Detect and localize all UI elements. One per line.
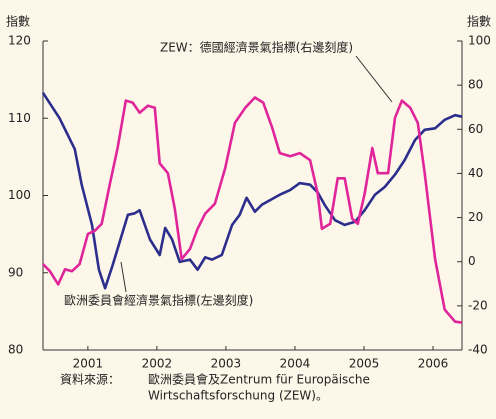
line-series: [42, 96, 463, 324]
x-tick-label: 2002: [142, 357, 173, 371]
source-text: 歐洲委員會及Zentrum für Europäische: [148, 372, 370, 387]
y-tick-label: 100: [8, 188, 31, 202]
y-tick-label: 110: [8, 111, 31, 125]
y-tick-label: 120: [8, 34, 31, 48]
y2-tick-label: -40: [468, 343, 488, 357]
x-tick-label: 2004: [280, 357, 311, 371]
source-label: 資料來源：: [60, 373, 120, 387]
source-text: Wirtschaftsforschung (ZEW)。: [148, 389, 328, 403]
x-tick-label: 2003: [211, 357, 242, 371]
y-axis-label: 指數: [6, 14, 30, 29]
line-series: [41, 92, 463, 290]
y2-tick-label: 80: [468, 78, 483, 92]
y2-axis-label: 指數: [467, 14, 491, 29]
y2-tick-label: -20: [468, 298, 488, 312]
x-tick-label: 2001: [73, 357, 104, 371]
y-tick-label: 80: [8, 343, 23, 357]
x-tick-label: 2006: [418, 357, 449, 371]
annotation: ZEW：德國經濟景氣指標(右邊刻度): [160, 40, 353, 55]
annotation-leader: [120, 261, 127, 293]
annotation: 歐洲委員會經濟景氣指標(左邊刻度): [64, 293, 253, 308]
y2-tick-label: 40: [468, 166, 483, 180]
x-tick-label: 2005: [349, 357, 380, 371]
y2-tick-label: 60: [468, 122, 483, 136]
y2-tick-label: 100: [468, 34, 491, 48]
y2-tick-label: 0: [468, 254, 476, 268]
y2-tick-label: 20: [468, 210, 483, 224]
y-tick-label: 90: [8, 265, 23, 279]
annotation-leader: [355, 55, 393, 103]
